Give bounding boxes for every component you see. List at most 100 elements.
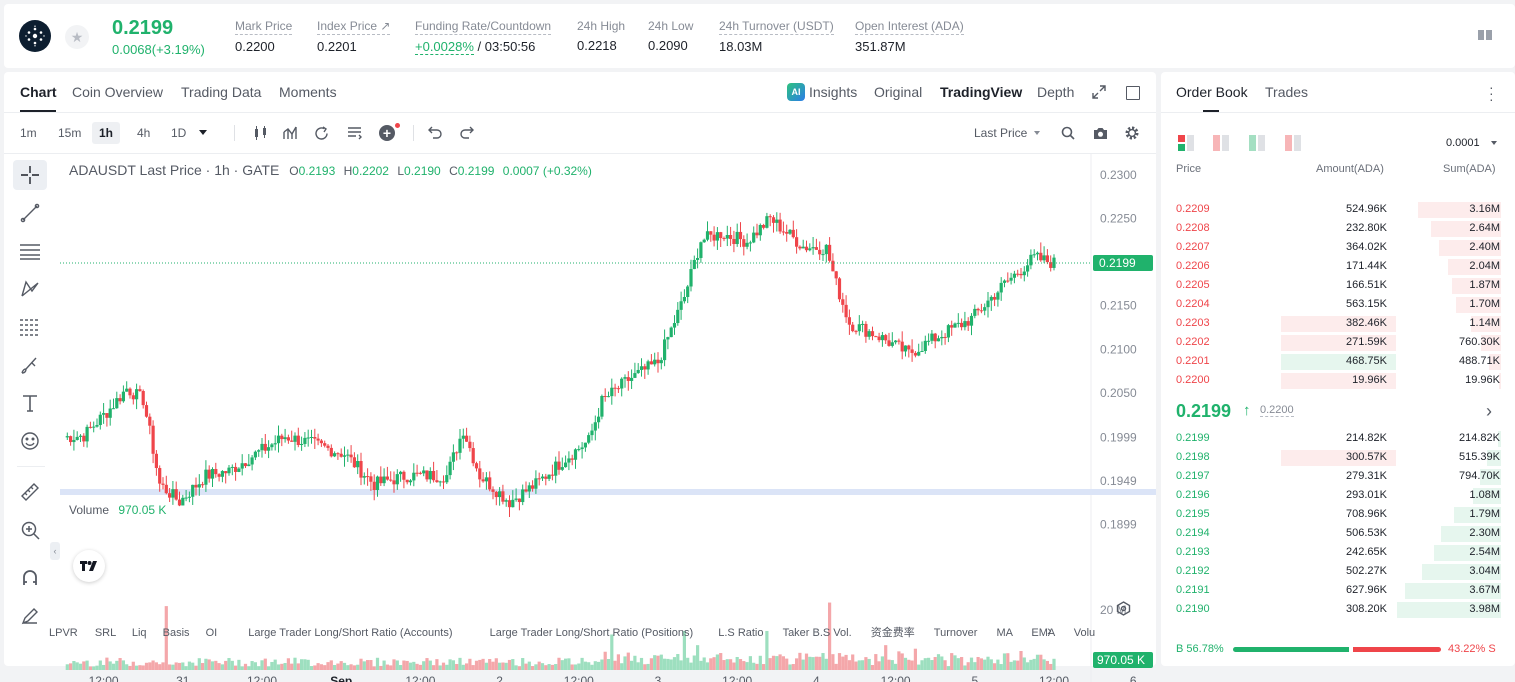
indicators-icon[interactable] <box>283 126 299 145</box>
candle-body <box>989 296 993 301</box>
text-tool-icon[interactable] <box>13 388 47 418</box>
bid-row[interactable]: 0.2191 627.96K 3.67M <box>1161 581 1515 600</box>
bid-depth-bar <box>1480 469 1501 485</box>
indicator-srl[interactable]: SRL <box>94 627 116 639</box>
indicator-ls-ratio[interactable]: L.S Ratio <box>718 627 764 639</box>
view-insights[interactable]: Insights <box>809 84 858 100</box>
timeframe-4h[interactable]: 4h <box>137 126 151 140</box>
collapse-toolbar-icon[interactable]: ‹ <box>50 542 60 560</box>
ask-row[interactable]: 0.2208 232.80K 2.64M <box>1161 219 1515 238</box>
indicator-vol[interactable]: Volu <box>1073 627 1096 639</box>
indicator-lpvr[interactable]: LPVR <box>49 627 78 639</box>
candle-body <box>174 489 178 500</box>
indicator-basis[interactable]: Basis <box>162 627 190 639</box>
indicator-funding[interactable]: 资金费率 <box>870 627 915 639</box>
timeframe-1d[interactable]: 1D <box>171 126 187 140</box>
horizontal-lines-tool-icon[interactable] <box>13 236 47 266</box>
tab-order-book[interactable]: Order Book <box>1176 84 1248 100</box>
view-asks-icon[interactable] <box>1213 135 1229 151</box>
tab-moments[interactable]: Moments <box>279 84 337 100</box>
templates-icon[interactable] <box>347 126 362 145</box>
bid-row[interactable]: 0.2195 708.96K 1.79M <box>1161 505 1515 524</box>
ask-row[interactable]: 0.2203 382.46K 1.14M <box>1161 314 1515 333</box>
tab-chart[interactable]: Chart <box>20 84 57 100</box>
tab-coin-overview[interactable]: Coin Overview <box>72 84 164 100</box>
tab-trades[interactable]: Trades <box>1265 84 1309 100</box>
candle-type-icon[interactable] <box>253 126 269 145</box>
indicator-ma[interactable]: MA <box>996 627 1013 639</box>
candle-body <box>260 443 264 451</box>
guide-book-icon[interactable] <box>1477 28 1493 42</box>
view-ask-depth-icon[interactable] <box>1285 135 1301 151</box>
bid-row[interactable]: 0.2197 279.31K 794.70K <box>1161 467 1515 486</box>
view-bids-icon[interactable] <box>1249 135 1265 151</box>
magnet-tool-icon[interactable] <box>13 563 47 593</box>
tab-trading-data[interactable]: Trading Data <box>181 84 262 100</box>
view-original[interactable]: Original <box>874 84 923 100</box>
ask-row[interactable]: 0.2204 563.15K 1.70M <box>1161 295 1515 314</box>
bid-row[interactable]: 0.2193 242.65K 2.54M <box>1161 543 1515 562</box>
ask-row[interactable]: 0.2206 171.44K 2.04M <box>1161 257 1515 276</box>
pen-lock-icon[interactable] <box>13 601 47 631</box>
camera-icon[interactable] <box>1093 126 1108 145</box>
more-menu-icon[interactable]: · · · <box>1489 79 1494 107</box>
indicator-oi[interactable]: OI <box>205 627 218 639</box>
ask-row[interactable]: 0.2202 271.59K 760.30K <box>1161 333 1515 352</box>
scroll-right-icon[interactable]: › <box>1047 622 1052 638</box>
view-tradingview[interactable]: TradingView <box>940 84 1023 100</box>
view-depth[interactable]: Depth <box>1037 84 1075 100</box>
index-price[interactable]: Index Price ↗ 0.2201 <box>317 19 391 54</box>
indicator-lt-positions[interactable]: Large Trader Long/Short Ratio (Positions… <box>489 627 694 639</box>
bid-row[interactable]: 0.2192 502.27K 3.04M <box>1161 562 1515 581</box>
ask-row[interactable]: 0.2207 364.02K 2.40M <box>1161 238 1515 257</box>
timeframe-1m[interactable]: 1m <box>20 126 37 140</box>
window-icon[interactable] <box>1126 86 1140 100</box>
indicator-taker-vol[interactable]: Taker B.S Vol. <box>782 627 852 639</box>
search-icon[interactable] <box>1061 126 1075 145</box>
compare-icon[interactable] <box>314 126 329 146</box>
ruler-tool-icon[interactable] <box>13 477 47 507</box>
redo-icon[interactable] <box>459 126 474 144</box>
fib-tool-icon[interactable] <box>13 312 47 342</box>
timeframe-1h[interactable]: 1h <box>92 122 121 144</box>
undo-icon[interactable] <box>428 126 443 144</box>
indicator-turnover[interactable]: Turnover <box>933 627 978 639</box>
brush-tool-icon[interactable] <box>13 350 47 380</box>
bid-row[interactable]: 0.2190 308.20K 3.98M <box>1161 600 1515 619</box>
indicator-ema[interactable]: EMA <box>1031 627 1055 639</box>
ask-row[interactable]: 0.2205 166.51K 1.87M <box>1161 276 1515 295</box>
favorite-star-icon[interactable]: ★ <box>65 25 89 49</box>
candle-body <box>177 499 182 506</box>
axis-settings-icon[interactable] <box>1116 601 1131 621</box>
ask-row[interactable]: 0.2209 524.96K 3.16M <box>1161 200 1515 219</box>
candlestick-chart[interactable]: 0.2300 0.2250 0.2150 0.2100 0.2050 0.1999 0.19… <box>60 154 1156 682</box>
zoom-in-icon[interactable] <box>13 515 47 545</box>
mid-chevron-right-icon[interactable]: › <box>1486 401 1492 421</box>
bid-row[interactable]: 0.2198 300.57K 515.39K <box>1161 448 1515 467</box>
candle-body <box>201 484 205 486</box>
volume-bar <box>204 658 208 670</box>
add-indicator-icon[interactable]: + <box>379 125 395 141</box>
timeframe-15m[interactable]: 15m <box>58 126 82 140</box>
settings-gear-icon[interactable] <box>1125 126 1139 145</box>
trend-line-tool-icon[interactable] <box>13 198 47 228</box>
view-both-icon[interactable] <box>1178 135 1194 151</box>
volume-bar <box>887 659 891 670</box>
bid-row[interactable]: 0.2196 293.01K 1.08M <box>1161 486 1515 505</box>
indicator-lt-accounts[interactable]: Large Trader Long/Short Ratio (Accounts) <box>248 627 453 639</box>
ask-row[interactable]: 0.2201 468.75K 488.71K <box>1161 352 1515 371</box>
pattern-tool-icon[interactable] <box>13 274 47 304</box>
expand-icon[interactable] <box>1092 85 1106 99</box>
price-type-chevron-icon[interactable] <box>1034 131 1040 135</box>
price-type-select[interactable]: Last Price <box>974 126 1028 140</box>
volume-bar <box>75 662 79 670</box>
indicator-liq[interactable]: Liq <box>131 627 147 639</box>
crosshair-tool-icon[interactable] <box>13 160 47 190</box>
bid-row[interactable]: 0.2199 214.82K 214.82K <box>1161 429 1515 448</box>
precision-chevron-icon[interactable] <box>1491 141 1497 145</box>
precision-select[interactable]: 0.0001 <box>1446 137 1480 149</box>
bid-row[interactable]: 0.2194 506.53K 2.30M <box>1161 524 1515 543</box>
ask-row[interactable]: 0.2200 19.96K 19.96K <box>1161 371 1515 390</box>
chevron-down-icon[interactable] <box>199 130 207 135</box>
emoji-tool-icon[interactable] <box>13 426 47 456</box>
